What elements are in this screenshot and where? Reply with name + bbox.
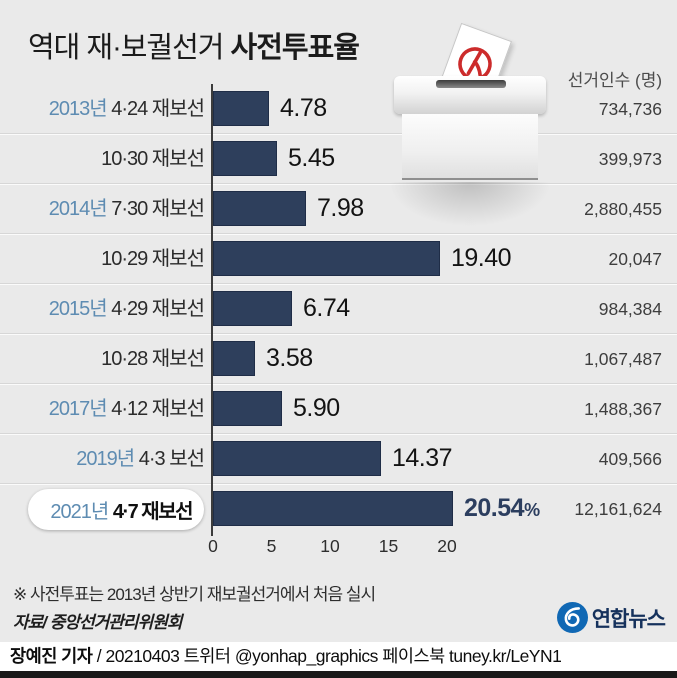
rate-value: 4.78	[280, 94, 327, 122]
chart-row: 2021년 4·7 재보선 20.54% 12,161,624	[0, 484, 677, 534]
bar	[213, 191, 306, 226]
chart-row: 2015년 4·29 재보선 6.74 984,384	[0, 284, 677, 334]
election-label: 4·29 재보선	[111, 298, 205, 320]
electorate-value: 984,384	[598, 299, 662, 319]
bar	[213, 141, 277, 176]
bar	[213, 291, 292, 326]
election-label: 4·3 보선	[138, 448, 205, 470]
row-label: 10·30 재보선	[0, 134, 205, 184]
rate-value: 7.98	[317, 194, 364, 222]
election-label: 4·24 재보선	[111, 98, 205, 120]
x-axis: 0 5 10 15 20	[0, 536, 677, 562]
rate-value: 3.58	[266, 344, 313, 372]
rate-value: 5.45	[288, 144, 335, 172]
x-axis-tick-label: 5	[266, 536, 277, 556]
axis-baseline	[211, 84, 213, 536]
reporter-credit: 장예진 기자	[10, 646, 93, 666]
yonhap-logo: 연합뉴스	[556, 602, 666, 633]
election-label: 7·30 재보선	[111, 198, 205, 220]
x-axis-tick-label: 15	[378, 536, 399, 556]
electorate-value: 2,880,455	[584, 199, 662, 219]
chart-row: 10·28 재보선 3.58 1,067,487	[0, 334, 677, 384]
title-bold: 사전투표율	[230, 32, 360, 64]
bar	[213, 341, 255, 376]
x-axis-tick-label: 20	[437, 536, 457, 556]
chart-row: 2017년 4·12 재보선 5.90 1,488,367	[0, 384, 677, 434]
electorate-value: 1,488,367	[584, 399, 662, 419]
source-label: 자료/ 중앙선거관리위원회	[13, 613, 182, 632]
chart-row: 2019년 4·3 보선 14.37 409,566	[0, 434, 677, 484]
election-label: 10·29 재보선	[101, 248, 205, 270]
electorate-value: 734,736	[598, 99, 662, 119]
ballot-box-slot	[436, 80, 506, 88]
x-axis-tick-label: 10	[320, 536, 340, 556]
year-label: 2021년	[50, 501, 113, 524]
electorate-value: 20,047	[608, 249, 662, 269]
year-label: 2014년	[48, 198, 112, 220]
bottom-bar	[0, 671, 677, 678]
vote-stamp-icon	[458, 47, 492, 81]
chart-row: 2013년 4·24 재보선 4.78 734,736	[0, 84, 677, 134]
year-label: 2015년	[48, 298, 112, 320]
year-label: 2017년	[48, 398, 112, 420]
graphic-area: 역대 재·보궐선거 사전투표율 선거인수 (명) 2013년 4·24 재보선 4…	[0, 0, 677, 642]
x-axis-tick-label: 0	[208, 536, 218, 556]
rate-value: 19.40	[451, 244, 512, 272]
chart-row: 10·29 재보선 19.40 20,047	[0, 234, 677, 284]
row-label: 2015년 4·29 재보선	[0, 284, 205, 334]
ballot-box-icon	[386, 22, 554, 228]
credit-details: / 20210403 트위터 @yonhap_graphics 페이스북 tun…	[92, 646, 562, 666]
rate-value: 6.74	[303, 294, 350, 322]
rate-value: 20.54%	[464, 494, 540, 522]
election-label: 10·30 재보선	[101, 148, 205, 170]
election-label: 4·12 재보선	[111, 398, 205, 420]
bar-chart: 2013년 4·24 재보선 4.78 734,736 10·30 재보선 5.45 39…	[0, 84, 677, 536]
row-label: 10·28 재보선	[0, 334, 205, 384]
year-label: 2013년	[48, 98, 112, 120]
electorate-column-header: 선거인수 (명)	[567, 71, 662, 90]
bar	[213, 91, 269, 126]
electorate-value: 1,067,487	[584, 349, 662, 369]
yonhap-logo-icon	[556, 602, 588, 633]
yonhap-logo-text: 연합뉴스	[591, 607, 666, 631]
rate-value: 14.37	[392, 444, 453, 472]
footnote: ※ 사전투표는 2013년 상반기 재보궐선거에서 처음 실시	[13, 585, 376, 604]
row-label: 2017년 4·12 재보선	[0, 384, 205, 434]
election-label: 10·28 재보선	[101, 348, 205, 370]
electorate-value: 409,566	[598, 449, 662, 469]
percent-suffix: %	[524, 500, 540, 520]
electorate-value: 399,973	[598, 149, 662, 169]
chart-row: 10·30 재보선 5.45 399,973	[0, 134, 677, 184]
bar	[213, 241, 440, 276]
electorate-value: 12,161,624	[574, 499, 662, 519]
ballot-paper-icon	[437, 22, 513, 106]
chart-row: 2014년 7·30 재보선 7.98 2,880,455	[0, 184, 677, 234]
row-label: 2019년 4·3 보선	[0, 434, 205, 484]
row-label: 2013년 4·24 재보선	[0, 84, 205, 134]
row-label: 2014년 7·30 재보선	[0, 184, 205, 234]
year-label: 2019년	[76, 448, 139, 470]
bar	[213, 491, 453, 526]
bar	[213, 441, 381, 476]
row-label: 2021년 4·7 재보선	[0, 484, 204, 534]
bar	[213, 391, 282, 426]
election-label: 4·7 재보선	[112, 501, 194, 524]
rate-value: 5.90	[293, 394, 340, 422]
row-label: 10·29 재보선	[0, 234, 205, 284]
ballot-box-shadow	[386, 182, 554, 228]
title-regular: 역대 재·보궐선거	[28, 32, 231, 64]
page-title: 역대 재·보궐선거 사전투표율	[28, 24, 360, 66]
credit-strip: 장예진 기자 / 20210403 트위터 @yonhap_graphics 페…	[0, 642, 677, 671]
ballot-box-body	[402, 114, 538, 180]
